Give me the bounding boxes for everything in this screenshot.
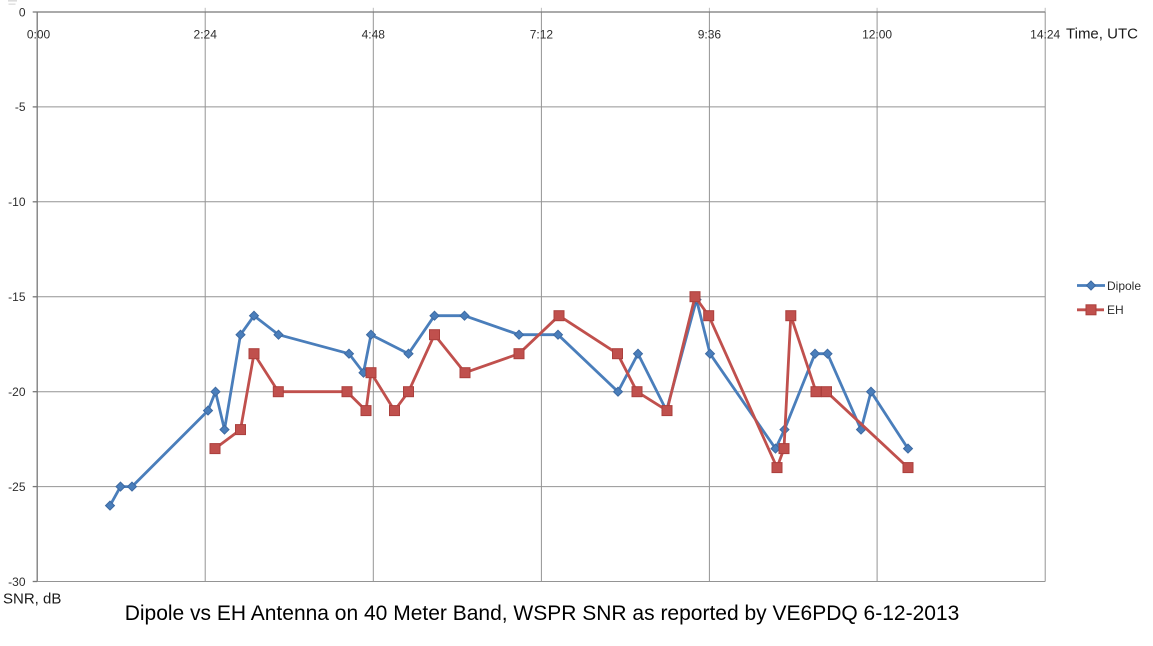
- svg-text:-15: -15: [8, 290, 26, 304]
- svg-text:SNR, dB: SNR, dB: [3, 591, 61, 608]
- svg-text:14:24: 14:24: [1030, 27, 1060, 41]
- svg-text:2:24: 2:24: [194, 27, 218, 41]
- svg-text:EH: EH: [1107, 303, 1124, 317]
- svg-text:-20: -20: [8, 385, 26, 399]
- svg-text:-30: -30: [8, 575, 26, 589]
- svg-text:12:00: 12:00: [862, 27, 892, 41]
- svg-text:4:48: 4:48: [362, 27, 386, 41]
- svg-text:0: 0: [19, 5, 26, 19]
- svg-text:-25: -25: [8, 480, 26, 494]
- svg-text:Dipole vs EH Antenna on 40 Met: Dipole vs EH Antenna on 40 Meter Band, W…: [125, 602, 960, 625]
- svg-text:9:36: 9:36: [698, 27, 722, 41]
- svg-text:-5: -5: [15, 100, 26, 114]
- svg-text:7:12: 7:12: [530, 27, 554, 41]
- svg-text:Dipole: Dipole: [1107, 279, 1141, 293]
- svg-text:-10: -10: [8, 195, 26, 209]
- svg-text:Time, UTC: Time, UTC: [1066, 25, 1138, 42]
- svg-text:0:00: 0:00: [27, 27, 51, 41]
